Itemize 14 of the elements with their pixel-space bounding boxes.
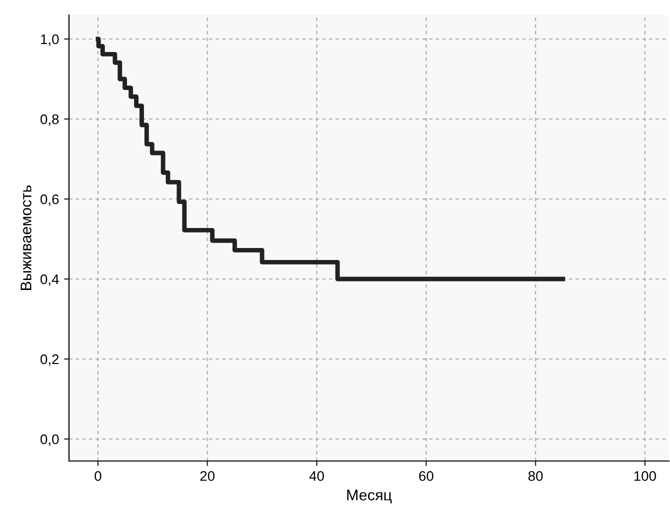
x-tick-label: 40	[309, 471, 324, 481]
x-tick-label: 60	[419, 471, 434, 481]
y-tick-label: 0,0	[40, 434, 59, 446]
y-tick-label: 1,0	[41, 34, 59, 46]
y-tick-label: 0,4	[40, 274, 59, 286]
x-tick-label: 80	[528, 471, 543, 481]
x-axis-title: Месяц	[347, 490, 392, 504]
y-axis-title: Выживаемость	[20, 185, 32, 290]
x-tick-label: 0	[94, 471, 102, 481]
x-tick-label: 20	[200, 471, 215, 481]
y-tick-label: 0,6	[40, 194, 59, 206]
y-tick-label: 0,8	[40, 114, 59, 126]
y-tick-label: 0,2	[40, 354, 59, 366]
x-tick-label: 100	[634, 471, 656, 481]
